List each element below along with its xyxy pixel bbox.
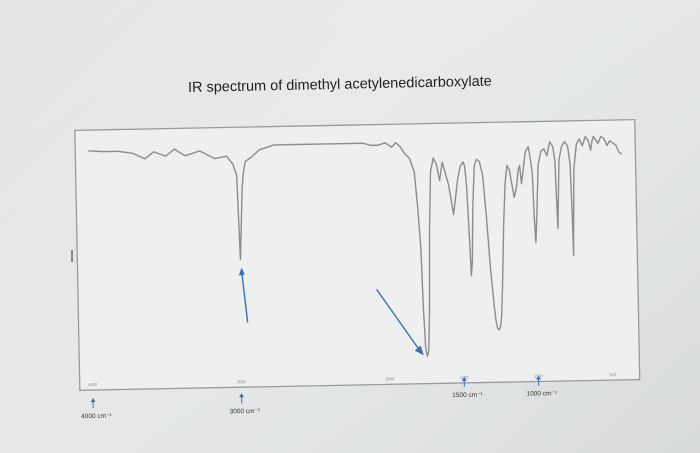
x-axis-ticks: 4000 3000 2000 1500 1000 500 [88,372,617,387]
blue-arrow-head [238,267,245,276]
frequency-markers: 4000 cm⁻¹ 3000 cm⁻¹ 1500 cm⁻¹ 1000 cm⁻¹ [81,267,558,421]
spectrum-line-0 [88,135,623,358]
blue-arrow [376,288,421,351]
up-arrow-head [536,375,542,380]
x-tick-label: 4000 [88,382,98,387]
x-tick-label: 1000 [534,373,544,378]
x-tick-label: 2000 [385,376,395,381]
blue-arrow [240,271,249,323]
frequency-label: 1000 cm⁻¹ [526,390,557,398]
frequency-label: 1500 cm⁻¹ [452,392,483,400]
x-tick-label: 3000 [237,379,247,384]
up-arrow-head [239,393,245,398]
up-arrow-head [90,398,96,403]
frequency-label: 3000 cm⁻¹ [230,408,261,416]
blue-arrow-head [414,345,424,356]
plot-area [88,135,623,358]
up-arrow-head [461,376,467,381]
frequency-label: 4000 cm⁻¹ [81,413,112,421]
x-tick-label: 500 [609,372,617,377]
plot-frame [74,118,641,391]
x-tick-label: 1500 [460,375,470,380]
